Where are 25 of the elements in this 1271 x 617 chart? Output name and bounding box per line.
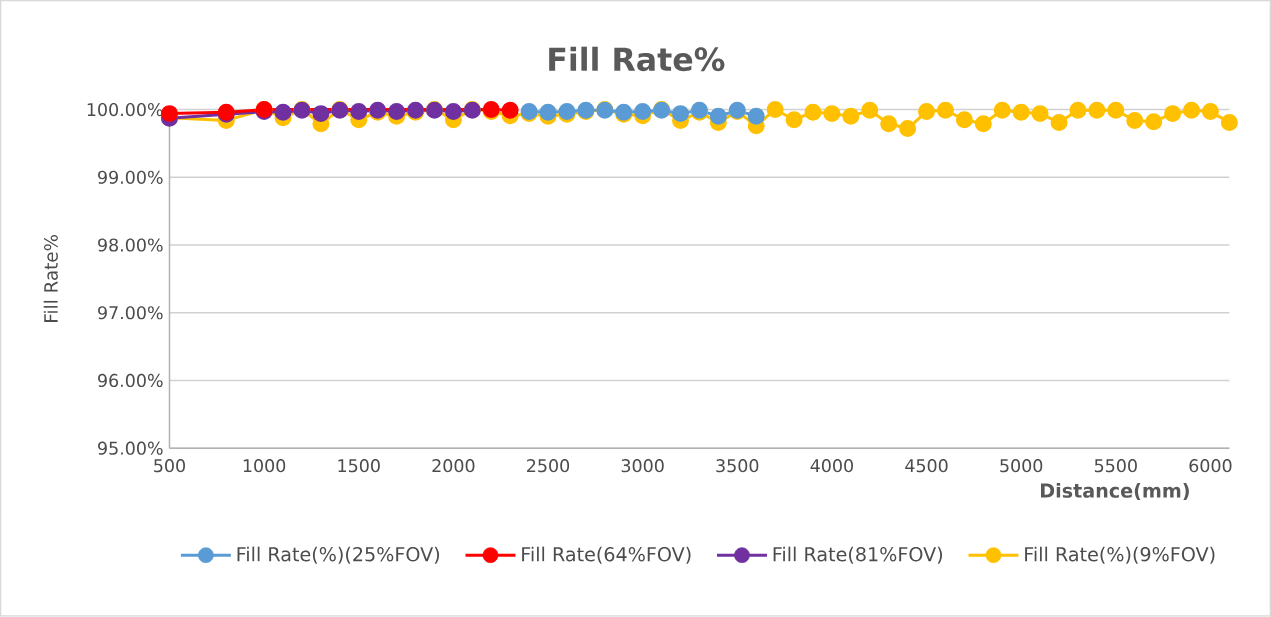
x-tick-label: 3500 bbox=[716, 459, 759, 473]
y-tick-label: 100.00% bbox=[87, 103, 163, 117]
x-tick-label: 6000 bbox=[1189, 459, 1232, 473]
chart-title: Fill Rate% bbox=[549, 46, 725, 72]
y-tick-label: 97.00% bbox=[98, 306, 163, 320]
x-tick-label: 2500 bbox=[527, 459, 570, 473]
x-tick-label: 500 bbox=[154, 459, 185, 473]
x-tick-label: 1000 bbox=[243, 459, 286, 473]
legend-label: Fill Rate(%)(9%FOV) bbox=[1025, 546, 1215, 564]
legend-label: Fill Rate(64%FOV) bbox=[522, 546, 691, 564]
y-tick-label: 98.00% bbox=[98, 238, 163, 252]
legend-label: Fill Rate(%)(25%FOV) bbox=[237, 546, 440, 564]
x-tick-label: 4000 bbox=[810, 459, 853, 473]
x-tick-label: 5000 bbox=[1000, 459, 1043, 473]
x-tick-label: 2000 bbox=[432, 459, 475, 473]
x-tick-label: 3000 bbox=[621, 459, 664, 473]
x-tick-label: 5500 bbox=[1094, 459, 1137, 473]
y-axis-title: Fill Rate% bbox=[43, 235, 58, 323]
x-tick-label: 1500 bbox=[338, 459, 380, 473]
y-tick-label: 96.00% bbox=[98, 374, 163, 388]
y-tick-label: 99.00% bbox=[98, 170, 163, 185]
legend-label: Fill Rate(81%FOV) bbox=[773, 546, 943, 564]
x-tick-label: 4500 bbox=[905, 459, 948, 473]
y-tick-label: 95.00% bbox=[98, 441, 163, 455]
x-axis-title: Distance(mm) bbox=[1041, 483, 1189, 501]
